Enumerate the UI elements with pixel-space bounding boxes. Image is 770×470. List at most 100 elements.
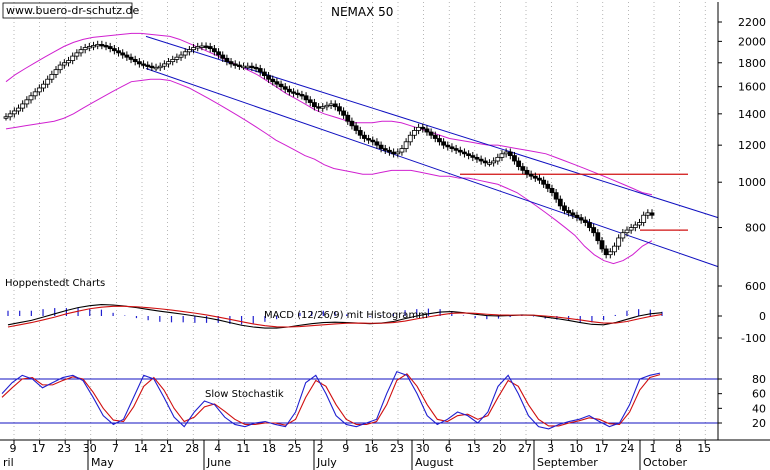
candle-body <box>182 51 188 56</box>
candle-body <box>91 45 96 48</box>
candle-body <box>157 65 163 69</box>
stoch-tick-label: 60 <box>752 388 766 401</box>
candle-body <box>128 56 134 60</box>
candle-body <box>312 102 317 108</box>
candle-body <box>41 83 46 89</box>
x-tick-label: 20 <box>492 442 506 455</box>
candle-body <box>445 144 451 148</box>
macd-panel <box>7 304 663 329</box>
candle-body <box>136 61 142 65</box>
candle-body <box>328 103 334 106</box>
x-tick-label: 2 <box>317 442 324 455</box>
candle-body <box>149 65 155 69</box>
watermark-box <box>2 2 133 19</box>
candle-body <box>253 66 259 70</box>
candle-body <box>199 45 205 48</box>
candle-body <box>345 114 351 122</box>
x-tick-label: 3 <box>547 442 554 455</box>
price-tick-label: 1800 <box>738 57 766 70</box>
candle-body <box>574 214 580 219</box>
candle-body <box>132 59 138 63</box>
candle-body <box>224 57 230 63</box>
candle-body <box>32 91 38 97</box>
candle-body <box>428 131 434 136</box>
candle-body <box>587 222 592 228</box>
candle-body <box>641 214 647 223</box>
candle-body <box>236 64 242 67</box>
candle-body <box>324 104 330 108</box>
price-tick-label: 1000 <box>738 176 766 189</box>
candle-body <box>203 45 209 48</box>
candle-body <box>282 86 288 90</box>
watermark: www.buero-dr-schutz.de <box>6 4 139 17</box>
candle-body <box>507 151 513 156</box>
price-tick-label: 1200 <box>738 139 766 152</box>
month-label: July <box>316 456 337 469</box>
candle-body <box>74 52 80 57</box>
candle-body <box>261 71 267 76</box>
x-tick-label: 17 <box>595 442 609 455</box>
candle-body <box>545 183 551 189</box>
candle-body <box>362 134 367 139</box>
chart-title: NEMAX 50 <box>331 5 393 19</box>
x-tick-label: 8 <box>675 442 682 455</box>
month-label: ril <box>3 456 14 469</box>
stoch-tick-label: 80 <box>752 373 766 386</box>
candle-body <box>320 106 326 109</box>
candle-body <box>11 110 17 115</box>
candle-body <box>412 130 417 136</box>
candle-body <box>291 91 296 94</box>
candle-body <box>532 175 538 179</box>
candle-body <box>178 54 184 58</box>
candle-body <box>103 45 109 48</box>
candle-body <box>316 106 321 109</box>
price-tick-label: 2000 <box>738 35 766 48</box>
candle-body <box>649 212 655 216</box>
candle-body <box>249 65 255 69</box>
price-tick-label: 800 <box>745 222 766 235</box>
candle-body <box>20 103 26 109</box>
candle-body <box>399 148 405 153</box>
candle-body <box>141 63 146 66</box>
candle-body <box>557 198 563 207</box>
candle-body <box>524 169 530 175</box>
candle-body <box>166 61 171 65</box>
candle-body <box>7 113 13 118</box>
x-tick-label: 30 <box>416 442 430 455</box>
candle-body <box>49 73 55 80</box>
candle-body <box>391 151 397 155</box>
candle-body <box>145 64 151 67</box>
candle-body <box>378 144 384 149</box>
bollinger-lower <box>5 78 653 265</box>
candle-body <box>503 151 509 155</box>
x-tick-label: 27 <box>518 442 532 455</box>
candle-body <box>211 48 217 53</box>
candle-body <box>153 66 159 70</box>
x-tick-label: 28 <box>185 442 199 455</box>
candle-body <box>353 125 359 131</box>
candle-body <box>111 48 117 52</box>
candle-body <box>278 83 284 88</box>
x-tick-label: 18 <box>262 442 276 455</box>
candle-body <box>170 59 176 63</box>
candle-body <box>582 219 588 223</box>
candle-body <box>628 227 634 231</box>
month-label: September <box>537 456 598 469</box>
candle-body <box>395 151 401 155</box>
candle-body <box>474 156 480 160</box>
candle-body <box>53 69 59 75</box>
x-tick-label: 9 <box>10 442 17 455</box>
candle-body <box>449 146 455 149</box>
candle-body <box>620 232 626 239</box>
price-tick-label: 600 <box>745 280 766 293</box>
candle-body <box>470 155 476 158</box>
x-tick-label: 25 <box>288 442 302 455</box>
candle-body <box>645 212 651 216</box>
candle-body <box>24 99 30 105</box>
x-tick-label: 24 <box>620 442 634 455</box>
candle-body <box>437 138 442 143</box>
candle-body <box>549 187 555 194</box>
macd-signal-line <box>7 305 663 328</box>
